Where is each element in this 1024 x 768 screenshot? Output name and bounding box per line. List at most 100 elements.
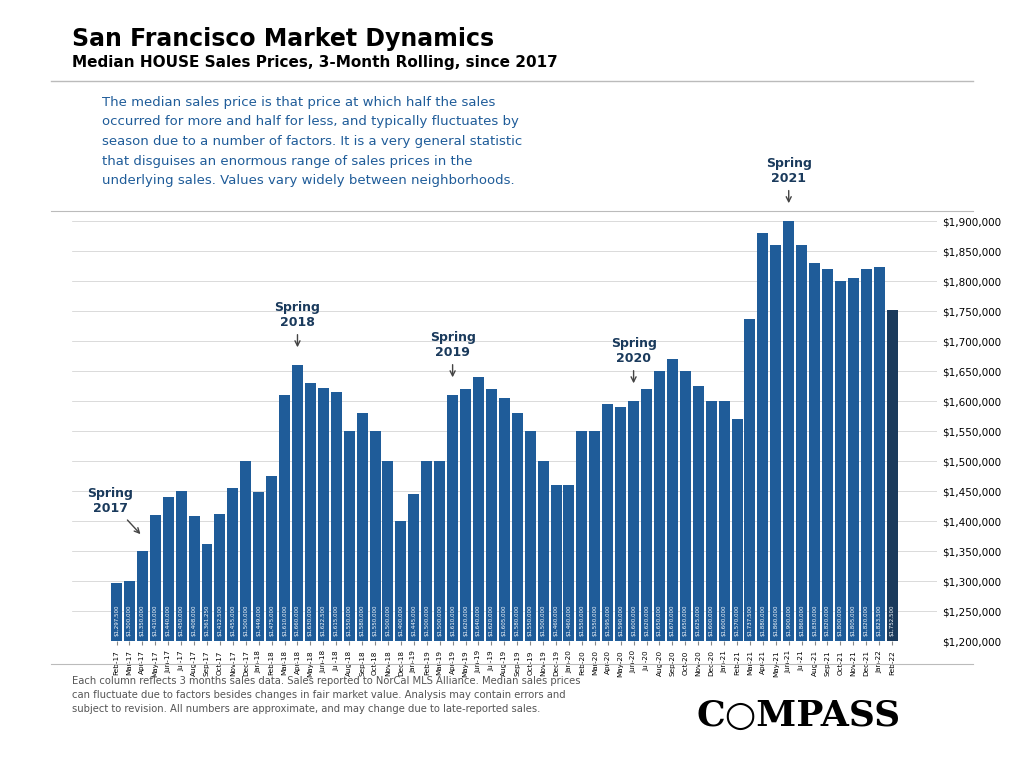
Text: $1,550,000: $1,550,000 xyxy=(527,605,532,637)
Text: $1,860,000: $1,860,000 xyxy=(799,605,804,637)
Text: $1,622,500: $1,622,500 xyxy=(321,605,326,637)
Text: Spring
2018: Spring 2018 xyxy=(274,301,321,346)
Bar xyxy=(163,497,174,641)
Bar xyxy=(188,516,200,641)
Bar xyxy=(744,319,756,641)
Bar xyxy=(551,485,561,641)
Bar xyxy=(137,551,147,641)
Bar xyxy=(356,413,368,641)
Bar xyxy=(280,396,290,641)
Bar xyxy=(783,221,795,641)
Bar xyxy=(317,388,329,641)
Text: $1,600,000: $1,600,000 xyxy=(722,605,727,637)
Text: C○MPASS: C○MPASS xyxy=(696,699,901,733)
Text: Spring
2017: Spring 2017 xyxy=(87,487,139,533)
Text: $1,610,000: $1,610,000 xyxy=(451,605,455,637)
Bar xyxy=(447,396,458,641)
Bar xyxy=(861,269,871,641)
Text: $1,500,000: $1,500,000 xyxy=(541,605,546,637)
Text: $1,445,000: $1,445,000 xyxy=(412,605,417,637)
Text: $1,800,000: $1,800,000 xyxy=(838,605,843,637)
Bar xyxy=(563,485,574,641)
Text: $1,650,000: $1,650,000 xyxy=(683,605,688,637)
Text: $1,408,000: $1,408,000 xyxy=(191,605,197,637)
Bar xyxy=(667,359,678,641)
Bar xyxy=(680,371,691,641)
Text: $1,580,000: $1,580,000 xyxy=(359,605,365,637)
Bar xyxy=(124,581,135,641)
Bar xyxy=(706,401,717,641)
Text: $1,860,000: $1,860,000 xyxy=(773,605,778,637)
Bar xyxy=(241,461,251,641)
Text: $1,830,000: $1,830,000 xyxy=(812,605,817,637)
Text: $1,605,000: $1,605,000 xyxy=(502,605,507,637)
Text: Spring
2019: Spring 2019 xyxy=(430,331,475,376)
Bar xyxy=(499,398,510,641)
Text: $1,640,000: $1,640,000 xyxy=(476,605,481,637)
Text: $1,475,000: $1,475,000 xyxy=(269,605,274,637)
Text: $1,900,000: $1,900,000 xyxy=(786,605,792,637)
Bar xyxy=(486,389,497,641)
Bar xyxy=(835,281,846,641)
Text: $1,610,000: $1,610,000 xyxy=(282,605,287,637)
Bar xyxy=(421,461,432,641)
Bar xyxy=(395,521,407,641)
Bar xyxy=(434,461,445,641)
Text: $1,737,500: $1,737,500 xyxy=(748,605,753,637)
Bar xyxy=(692,386,703,641)
Text: San Francisco Market Dynamics: San Francisco Market Dynamics xyxy=(72,27,494,51)
Text: $1,361,250: $1,361,250 xyxy=(205,605,210,637)
Text: $1,620,000: $1,620,000 xyxy=(463,605,468,637)
Text: $1,412,500: $1,412,500 xyxy=(217,605,222,637)
Text: $1,500,000: $1,500,000 xyxy=(244,605,248,637)
Bar xyxy=(473,377,484,641)
Bar xyxy=(719,401,729,641)
Text: $1,580,000: $1,580,000 xyxy=(515,605,520,637)
Bar xyxy=(758,233,768,641)
Text: $1,600,000: $1,600,000 xyxy=(631,605,636,637)
Text: $1,300,000: $1,300,000 xyxy=(127,605,132,637)
Text: $1,650,000: $1,650,000 xyxy=(657,605,662,637)
Text: $1,550,000: $1,550,000 xyxy=(580,605,585,637)
Bar xyxy=(150,515,161,641)
Bar xyxy=(809,263,820,641)
Text: $1,450,000: $1,450,000 xyxy=(178,605,183,637)
Text: $1,460,000: $1,460,000 xyxy=(566,605,571,637)
Text: $1,297,500: $1,297,500 xyxy=(114,605,119,637)
Bar xyxy=(111,583,122,641)
Text: $1,500,000: $1,500,000 xyxy=(424,605,429,637)
Text: $1,570,000: $1,570,000 xyxy=(734,605,739,637)
Bar xyxy=(628,401,639,641)
Bar xyxy=(344,431,354,641)
Text: $1,440,000: $1,440,000 xyxy=(166,605,171,637)
Bar xyxy=(253,492,264,641)
Text: $1,500,000: $1,500,000 xyxy=(437,605,442,637)
Text: $1,410,000: $1,410,000 xyxy=(153,605,158,637)
Text: $1,620,000: $1,620,000 xyxy=(644,605,649,637)
Text: $1,670,000: $1,670,000 xyxy=(670,605,675,637)
Text: $1,615,000: $1,615,000 xyxy=(334,605,339,637)
Text: $1,660,000: $1,660,000 xyxy=(295,605,300,637)
Text: $1,400,000: $1,400,000 xyxy=(398,605,403,637)
Bar xyxy=(524,431,536,641)
Text: $1,823,500: $1,823,500 xyxy=(877,605,882,637)
Bar xyxy=(370,431,381,641)
Text: Spring
2020: Spring 2020 xyxy=(610,337,656,382)
Text: $1,550,000: $1,550,000 xyxy=(592,605,597,637)
Bar xyxy=(615,407,626,641)
Bar xyxy=(538,461,549,641)
Text: $1,820,000: $1,820,000 xyxy=(864,605,868,637)
Bar xyxy=(460,389,471,641)
Text: $1,460,000: $1,460,000 xyxy=(554,605,558,637)
Text: $1,805,000: $1,805,000 xyxy=(851,605,856,637)
Text: $1,590,000: $1,590,000 xyxy=(618,605,624,637)
Bar xyxy=(383,461,393,641)
Bar xyxy=(331,392,342,641)
Bar xyxy=(770,245,781,641)
Bar xyxy=(602,404,613,641)
Text: $1,880,000: $1,880,000 xyxy=(761,605,765,637)
Bar xyxy=(848,278,859,641)
Bar xyxy=(796,245,807,641)
Text: $1,455,000: $1,455,000 xyxy=(230,605,236,637)
Bar xyxy=(822,269,833,641)
